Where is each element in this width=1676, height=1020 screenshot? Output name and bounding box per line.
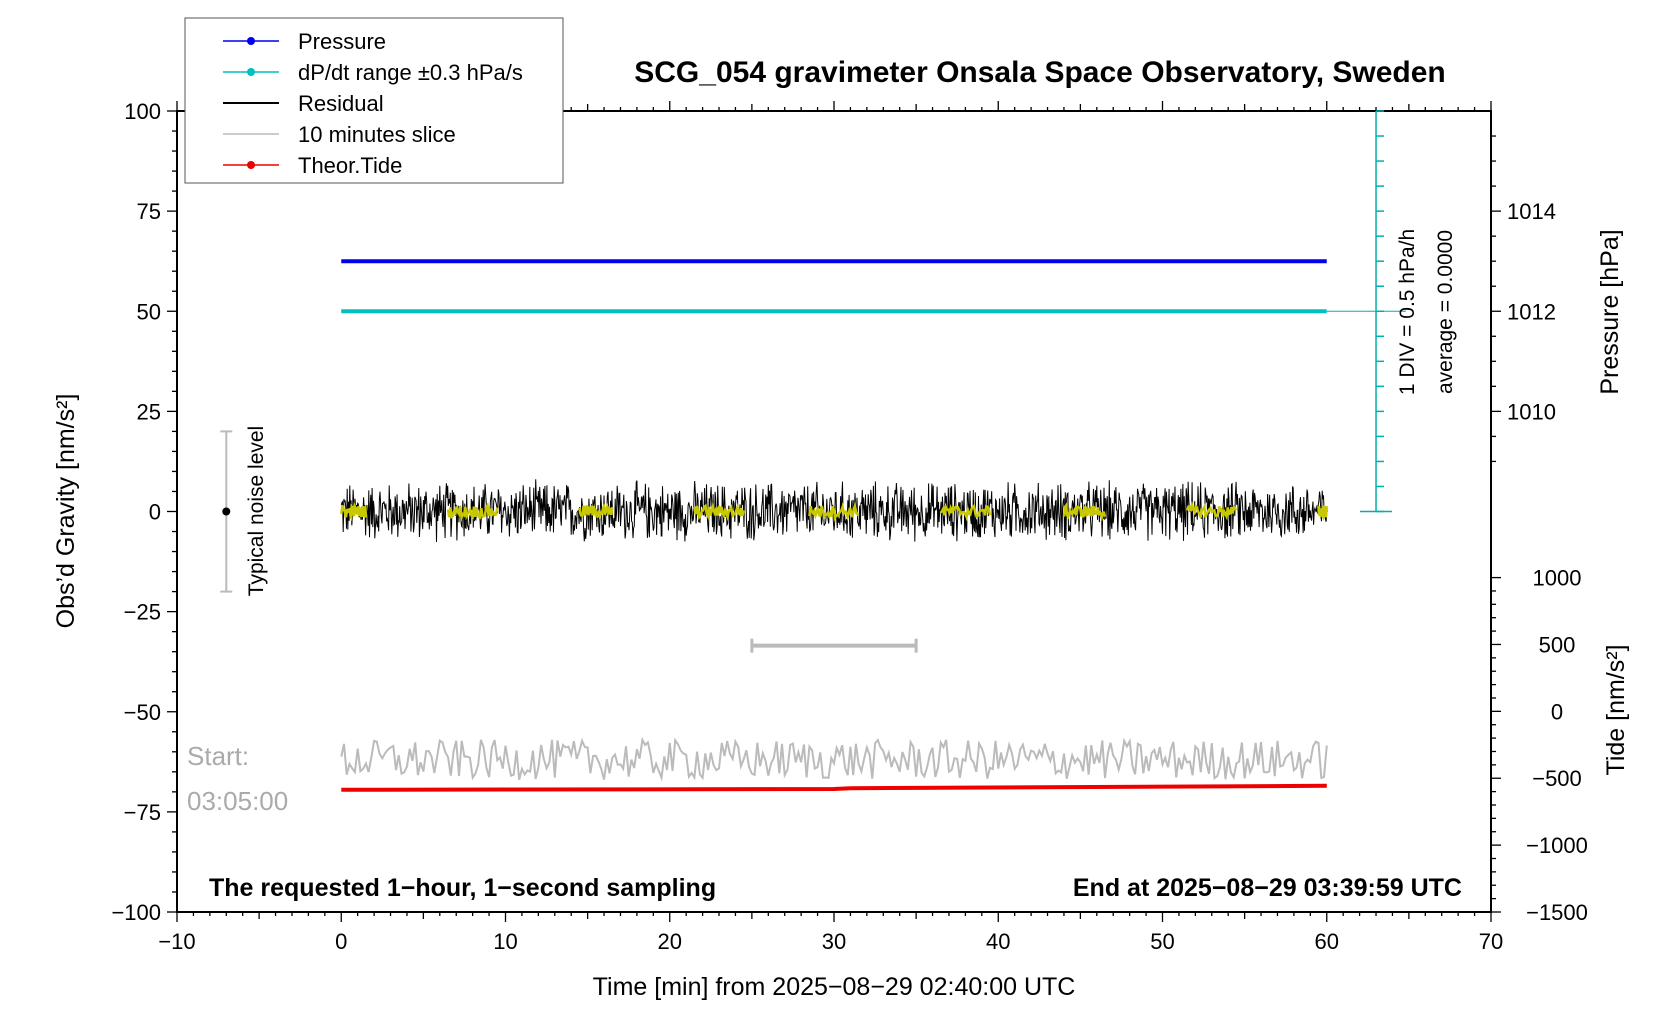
data-series [340, 259, 1329, 792]
y-tick-label: −100 [111, 900, 161, 925]
y-axis-title-pressure: Pressure [hPa] [1596, 229, 1624, 394]
x-tick-label: 0 [335, 929, 347, 954]
tide-tick-label: −1000 [1526, 833, 1588, 858]
legend: Pressure dP/dt range ±0.3 hPa/s Residual 10… [184, 17, 564, 184]
x-tick-label: 70 [1479, 929, 1503, 954]
noise-level-label: Typical noise level [245, 426, 268, 596]
ten-minute-slice-line [340, 736, 1328, 782]
x-tick-label: 60 [1315, 929, 1339, 954]
tide-tick-label: 500 [1539, 632, 1576, 657]
x-tick-label: 40 [986, 929, 1010, 954]
dpdt-div-label: 1 DIV = 0.5 hPa/h [1396, 229, 1419, 395]
pressure-tick-label: 1012 [1507, 299, 1556, 324]
smoothed-residual-line [693, 502, 745, 522]
smoothed-residual-line [808, 501, 860, 522]
tide-tick-label: −500 [1532, 766, 1582, 791]
legend-label: Theor.Tide [298, 153, 402, 178]
annotations [220, 110, 1407, 653]
x-axis-title: Time [min] from 2025−08−29 02:40:00 UTC [593, 973, 1076, 1001]
tide-tick-label: 0 [1551, 699, 1563, 724]
start-time: 03:05:00 [187, 786, 288, 816]
start-label: Start: [187, 741, 249, 771]
y-tick-label: −50 [124, 700, 161, 725]
x-tick-label: 30 [822, 929, 846, 954]
residual-line [340, 479, 1328, 543]
chart-title: SCG_054 gravimeter Onsala Space Observat… [634, 56, 1446, 89]
noise-level-dot [222, 507, 231, 516]
y-tick-label: 75 [137, 199, 161, 224]
legend-label: dP/dt range ±0.3 hPa/s [298, 60, 523, 85]
x-tick-label: 20 [658, 929, 682, 954]
x-tick-label: 10 [493, 929, 517, 954]
axis-ticks: −10 0 10 20 30 40 50 60 70−100−75−50−25025507510… [111, 99, 1587, 954]
smoothed-residual-line [1062, 502, 1107, 522]
y-tick-label: −75 [124, 800, 161, 825]
y-tick-label: −25 [124, 600, 161, 625]
y-tick-label: 50 [137, 299, 161, 324]
smoothed-residual-line [340, 501, 368, 522]
legend-label: Pressure [298, 29, 386, 54]
y-axis-title-tide: Tide [nm/s²] [1602, 644, 1630, 775]
legend-label: Residual [298, 91, 384, 116]
legend-marker [247, 161, 255, 169]
legend-marker [247, 68, 255, 76]
legend-box [184, 17, 564, 184]
y-tick-label: 0 [149, 500, 161, 525]
footer-sampling: The requested 1−hour, 1−second sampling [209, 874, 716, 902]
legend-marker [247, 37, 255, 45]
y-tick-label: 25 [137, 399, 161, 424]
smoothed-residual-line [1317, 505, 1329, 522]
smoothed-residual-line [446, 502, 499, 522]
x-tick-label: 50 [1150, 929, 1174, 954]
dpdt-average-label: average = 0.0000 [1434, 230, 1457, 394]
y-axis-title-gravity: Obs’d Gravity [nm/s²] [52, 394, 80, 629]
smoothed-residual-line [578, 502, 614, 521]
pressure-tick-label: 1010 [1507, 399, 1556, 424]
tide-tick-label: 1000 [1533, 566, 1582, 591]
smoothed-residual-line [939, 503, 992, 522]
theor-tide-line [341, 783, 1327, 792]
y-tick-label: 100 [124, 99, 161, 124]
legend-label: 10 minutes slice [298, 122, 456, 147]
smoothed-residual-line [1185, 500, 1238, 521]
pressure-tick-label: 1014 [1507, 199, 1556, 224]
x-tick-label: −10 [158, 929, 195, 954]
tide-tick-label: −1500 [1526, 900, 1588, 925]
footer-end-time: End at 2025−08−29 03:39:59 UTC [1073, 874, 1462, 902]
